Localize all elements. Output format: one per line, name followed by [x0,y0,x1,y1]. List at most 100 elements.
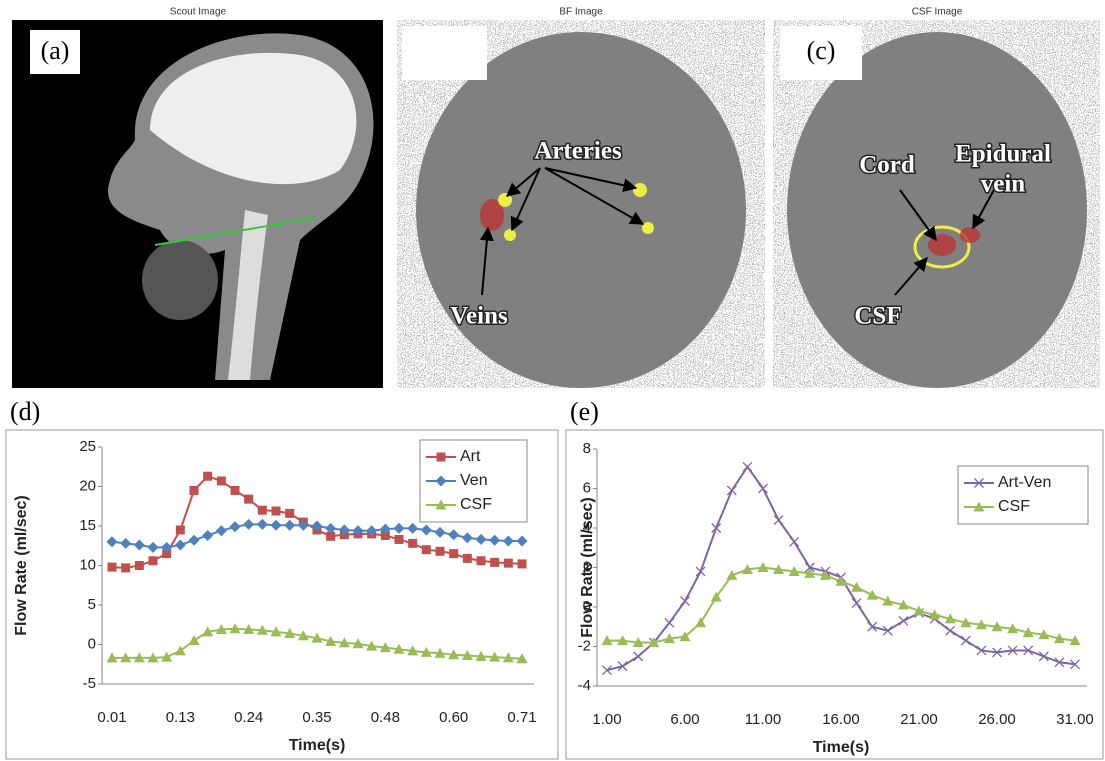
marker [835,575,847,586]
x-tick-label: 26.00 [978,711,1016,728]
y-axis-title: Flow Rate (ml/sec) [13,495,30,635]
marker [617,661,628,672]
marker [420,524,432,536]
marker [633,651,644,662]
marker [663,633,675,644]
marker [121,563,131,573]
marker [297,519,309,531]
x-tick-label: 31.00 [1056,711,1094,728]
marker [851,581,863,592]
legend-label: CSF [460,496,492,513]
marker [973,501,985,512]
legend-box [957,465,1089,525]
marker [773,563,785,574]
marker [867,621,878,632]
marker [434,647,446,658]
marker [742,461,753,472]
annotation: Arteries [534,138,622,165]
x-tick-label: 11.00 [745,711,781,728]
marker [162,549,172,559]
legend-label: CSF [998,498,1030,515]
y-tick-label: 10 [79,556,96,573]
marker [945,625,956,636]
marker [338,524,350,536]
marker [448,649,460,660]
artery-roi [642,222,654,234]
marker [632,637,644,648]
marker [408,538,418,548]
marker [602,665,612,676]
artery-roi [504,229,516,241]
x-axis-title: Time(s) [813,739,870,756]
marker [517,559,527,569]
marker [679,631,691,642]
image-title: BF Image [559,7,603,18]
marker [897,599,909,610]
panel-label: (e) [570,397,599,426]
marker [711,523,722,533]
x-axis-title: Time(s) [289,737,346,754]
y-tick-label: -5 [83,675,96,692]
legend-label: Art-Ven [998,474,1051,491]
marker [147,541,159,553]
marker [229,623,241,634]
marker [202,626,214,637]
marker [420,646,432,657]
marker [1022,627,1034,638]
y-tick-label: 25 [79,438,96,455]
marker [788,565,800,576]
legend-label: Ven [460,472,488,489]
marker [773,515,784,526]
marker [256,624,268,635]
marker [516,535,528,547]
x-tick-label: 0.35 [302,709,331,726]
marker [960,617,972,628]
marker [325,522,337,534]
marker [257,505,267,515]
marker [244,494,254,504]
marker [270,519,282,531]
marker [1038,629,1050,640]
marker [203,471,213,481]
x-tick-label: 0.13 [166,709,195,726]
marker [133,652,145,663]
marker [215,525,227,537]
marker [379,642,391,653]
marker [407,645,419,656]
marker [161,651,173,662]
y-tick-label: 6 [583,479,591,496]
jaw [142,240,218,320]
marker [726,485,737,496]
marker [393,643,405,654]
marker [648,637,660,648]
annotation: CSF [854,303,901,330]
annotation: Cord [859,152,915,179]
annotation: Epidural [955,141,1051,168]
marker [188,534,200,546]
marker [913,605,925,616]
marker [311,520,323,532]
image-title: Scout Image [170,7,227,18]
marker [1069,635,1081,646]
y-tick-label: 15 [79,517,96,534]
marker [974,478,984,488]
marker [461,650,473,661]
x-tick-label: 0.01 [97,709,126,726]
y-tick-label: 0 [583,598,591,615]
y-tick-label: 2 [583,558,591,575]
marker [462,553,472,563]
marker [944,613,956,624]
marker [448,529,460,541]
artery-roi [498,193,512,207]
marker [975,619,987,630]
arrows [894,187,996,296]
marker [489,651,501,662]
marker [1007,623,1019,634]
marker [617,635,629,646]
marker [106,652,118,663]
panel-label: (c) [807,36,836,65]
marker [502,652,514,663]
marker [960,635,971,646]
marker [107,562,117,572]
marker [380,530,390,540]
